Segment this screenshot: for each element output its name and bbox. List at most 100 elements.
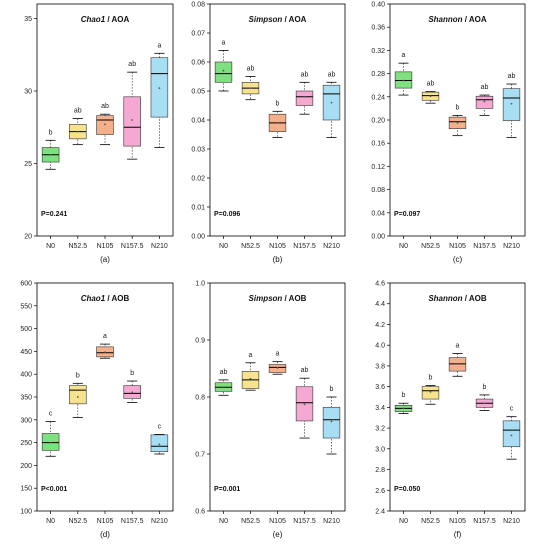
mean-marker: [456, 122, 459, 124]
mean-marker: [429, 390, 432, 393]
y-tick-label: 0.04: [191, 118, 205, 125]
mean-marker: [131, 119, 134, 121]
panel-e: 0.6 0.7 0.8 0.9 1.0 N0 N52.5 N105 N157.5 N210 Simp…: [195, 281, 346, 539]
box-N105: b: [448, 104, 467, 137]
x-tick-label: N0: [399, 518, 408, 525]
box-N0: a: [214, 39, 233, 92]
y-tick-label: 150: [20, 486, 32, 493]
panel-title: Simpson / AOA: [249, 15, 307, 24]
x-tick-label: N0: [46, 243, 55, 250]
x-tick-label: N157.5: [473, 243, 496, 250]
box-N52.5: a: [241, 352, 260, 391]
significance-letter: a: [402, 52, 406, 59]
title-group: / AOA: [282, 15, 306, 24]
significance-letter: ab: [128, 61, 136, 68]
y-tick-label: 0.06: [191, 60, 205, 67]
panel-d: 100 150 200 250 300 350 400 450 500 550 600 N0 N52.5…: [20, 281, 174, 539]
box-N210: c: [150, 423, 169, 455]
title-group: / AOB: [105, 294, 129, 303]
mean-marker: [276, 122, 279, 124]
y-tick-label: 250: [20, 440, 32, 447]
significance-letter: ab: [74, 108, 82, 115]
p-value: P=0.050: [394, 486, 420, 493]
title-group: / AOA: [105, 15, 129, 24]
box-N210: ab: [322, 71, 341, 138]
panel-label: (b): [273, 255, 283, 264]
title-metric: Shannon: [428, 15, 462, 24]
x-tick-label: N157.5: [121, 518, 144, 525]
y-tick-label: 0.24: [371, 94, 385, 101]
plot-frame: [36, 282, 174, 512]
mean-marker: [402, 407, 405, 410]
y-tick-label: 350: [20, 395, 32, 402]
significance-letter: b: [483, 384, 487, 391]
y-tick-label: 0.8: [195, 395, 205, 402]
x-tick-label: N105: [269, 243, 286, 250]
mean-marker: [104, 123, 106, 126]
title-metric: Chao1: [81, 15, 106, 24]
x-tick-label: N105: [97, 518, 114, 525]
mean-marker: [158, 87, 161, 89]
y-tick-label: 4.4: [375, 301, 385, 308]
box-N157.5: b: [475, 384, 494, 411]
significance-letter: a: [157, 42, 161, 49]
x-tick-label: N157.5: [121, 243, 144, 250]
box-iqr: [150, 434, 169, 453]
significance-letter: ab: [220, 369, 228, 376]
x-tick-label: N157.5: [473, 518, 496, 525]
significance-letter: b: [76, 372, 80, 379]
p-value: P=0.241: [41, 211, 67, 218]
y-tick-label: 0.6: [195, 509, 205, 516]
y-tick-label: 450: [20, 349, 32, 356]
mean-marker: [222, 69, 225, 72]
mean-marker: [510, 434, 513, 437]
box-iqr: [322, 406, 341, 439]
panel-b: 0.00 0.01 0.02 0.03 0.04 0.05 0.06 0.07 0.08 N0 N5…: [191, 2, 346, 264]
box-N157.5: b: [123, 370, 141, 403]
y-tick-label: 550: [20, 303, 32, 310]
x-tick-label: N210: [323, 243, 340, 250]
x-tick-label: N52.5: [68, 243, 87, 250]
mean-marker: [483, 402, 486, 405]
panel-label: (c): [453, 255, 463, 264]
box-N210: b: [322, 386, 341, 455]
box-N105: a: [268, 351, 287, 375]
y-tick-label: 3.2: [375, 426, 385, 433]
y-tick-label: 0.00: [371, 234, 385, 241]
panel-title: Shannon / AOB: [428, 294, 487, 303]
box-N0: b: [41, 129, 60, 170]
significance-letter: b: [276, 100, 280, 107]
y-tick-label: 3.6: [375, 384, 385, 391]
y-tick-label: 0.20: [371, 118, 385, 125]
y-tick-label: 0.9: [195, 338, 205, 345]
y-tick-label: 0.07: [191, 31, 205, 38]
significance-letter: b: [429, 375, 433, 382]
title-metric: Shannon: [428, 294, 462, 303]
title-group: / AOB: [463, 294, 487, 303]
x-tick-label: N105: [449, 518, 466, 525]
significance-letter: ab: [481, 84, 489, 91]
panel-f: 2.4 2.6 2.8 3.0 3.2 3.4 3.6 3.8 4.0 4.2 4.4 4.6 N0 N5…: [375, 281, 526, 539]
x-tick-label: N105: [269, 518, 286, 525]
box-N105: b: [268, 100, 287, 138]
p-value: P<0.001: [41, 486, 67, 493]
plot-frame: [389, 282, 526, 512]
mean-marker: [249, 87, 252, 89]
box-N105: ab: [96, 103, 114, 146]
y-tick-label: 0.16: [371, 141, 385, 148]
y-tick-label: 0.05: [191, 89, 205, 96]
mean-marker: [303, 403, 306, 406]
significance-letter: b: [402, 392, 406, 399]
title-group: / AOB: [282, 294, 306, 303]
panel-a: 20 25 30 35 N0 N52.5 N105 N157.5 N210 Chao1 / AOA…: [24, 3, 174, 264]
title-metric: Simpson: [249, 15, 283, 24]
p-value: P=0.096: [214, 211, 240, 218]
y-tick-label: 0.28: [371, 71, 385, 78]
y-tick-label: 3.0: [375, 446, 385, 453]
x-tick-label: N210: [323, 518, 340, 525]
significance-letter: a: [276, 351, 280, 358]
significance-letter: b: [49, 129, 53, 136]
significance-letter: c: [49, 411, 53, 418]
y-tick-label: 600: [20, 281, 32, 288]
